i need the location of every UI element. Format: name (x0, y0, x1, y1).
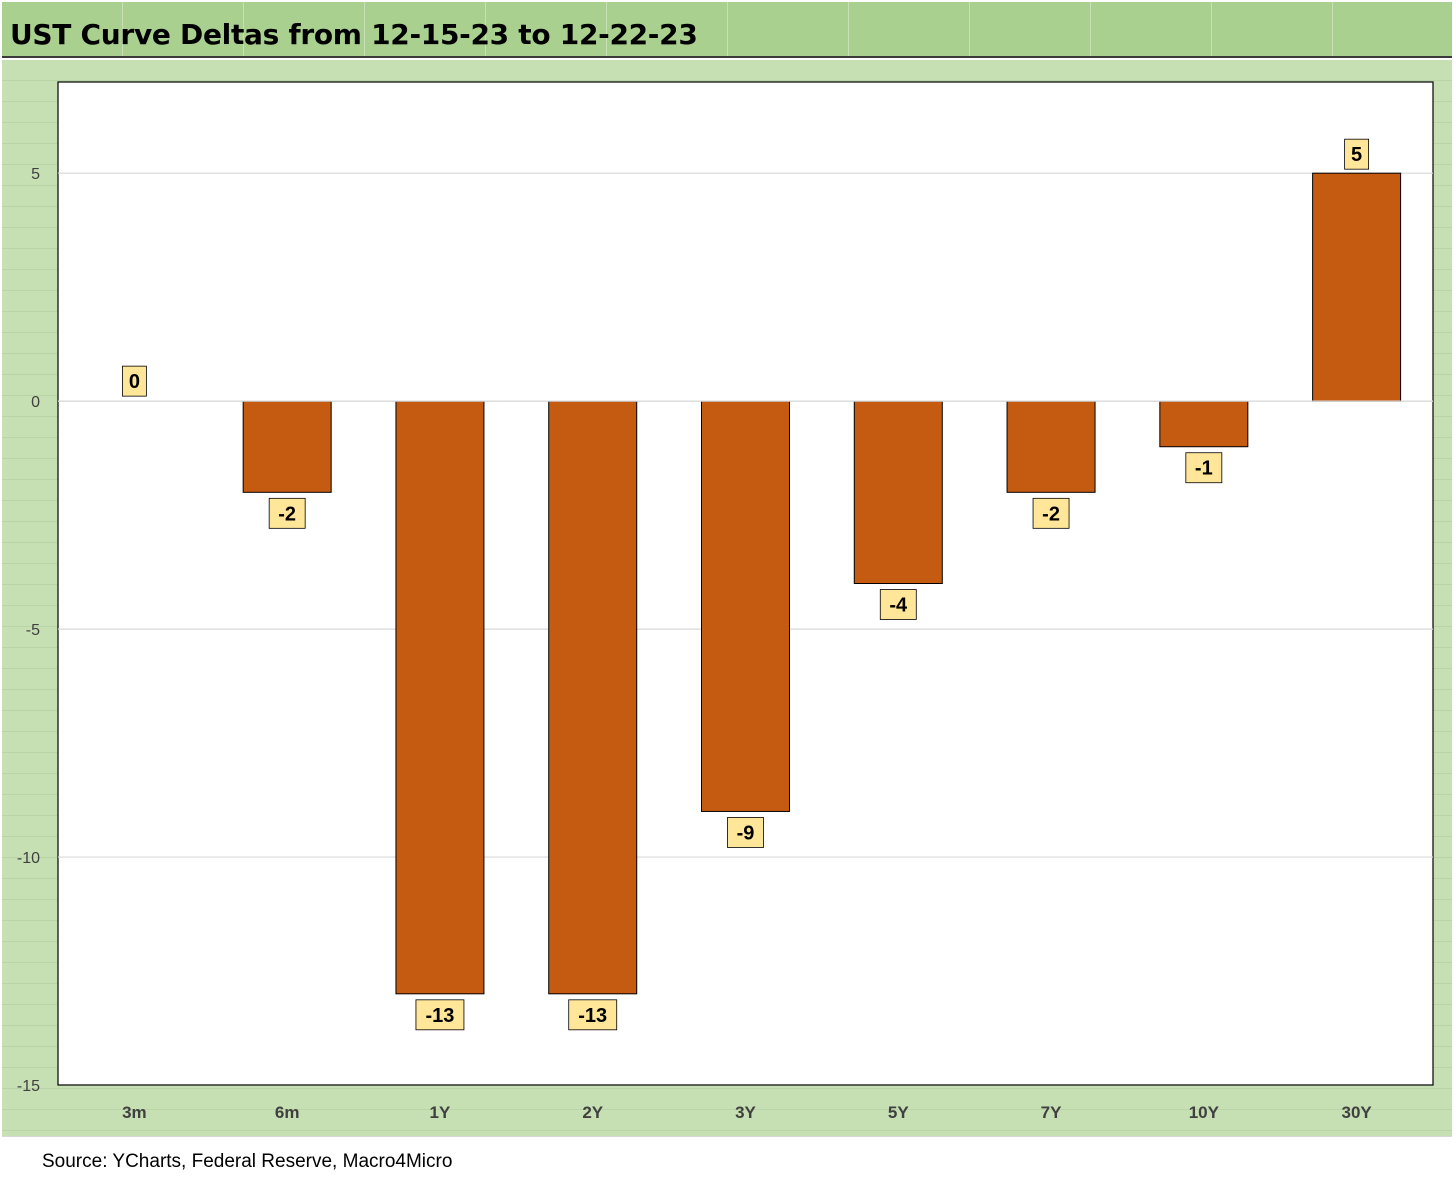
y-tick-label: -10 (17, 850, 40, 867)
data-label-box (1185, 452, 1223, 484)
y-tick-label: 0 (31, 394, 40, 411)
data-label-box (727, 817, 764, 848)
data-label-box (568, 999, 618, 1031)
bar-30Y (1312, 172, 1402, 402)
x-tick-label: 10Y (1189, 1103, 1220, 1122)
bar-7Y (1006, 400, 1096, 493)
x-tick-label: 7Y (1041, 1103, 1062, 1122)
x-tick-label: 1Y (430, 1103, 451, 1122)
bar-2Y (548, 400, 638, 995)
source-note: Source: YCharts, Federal Reserve, Macro4… (42, 1151, 453, 1172)
data-label: -13 (425, 1005, 454, 1027)
data-label-box (879, 589, 917, 620)
x-tick-label: 3Y (735, 1103, 756, 1122)
bar-5Y (853, 400, 943, 584)
data-label: -2 (278, 503, 296, 525)
data-label-box (268, 497, 306, 529)
bar-1Y (395, 400, 485, 995)
x-tick-label: 30Y (1341, 1103, 1372, 1122)
data-label-box (1344, 138, 1370, 170)
title-bar: UST Curve Deltas from 12-15-23 to 12-22-… (2, 2, 1452, 58)
x-tick-label: 5Y (888, 1103, 909, 1122)
data-label: -13 (578, 1005, 607, 1027)
data-label: -9 (737, 822, 755, 844)
data-label-box (415, 999, 465, 1031)
data-label: -4 (889, 595, 908, 617)
data-label: 0 (129, 371, 140, 393)
data-label-box (1032, 497, 1070, 529)
x-tick-label: 6m (275, 1103, 300, 1122)
chart-title: UST Curve Deltas from 12-15-23 to 12-22-… (10, 18, 698, 51)
data-label: 5 (1351, 144, 1362, 166)
bar-10Y (1159, 400, 1249, 448)
data-label: -2 (1042, 503, 1060, 525)
data-label: -1 (1195, 458, 1213, 480)
data-label-box (121, 365, 147, 397)
bar-6m (242, 400, 332, 493)
y-tick-label: 5 (31, 166, 40, 183)
x-tick-label: 3m (122, 1103, 147, 1122)
y-tick-label: -5 (26, 622, 40, 639)
bar-3Y (701, 400, 790, 812)
y-tick-label: -15 (17, 1078, 40, 1095)
x-tick-label: 2Y (582, 1103, 603, 1122)
